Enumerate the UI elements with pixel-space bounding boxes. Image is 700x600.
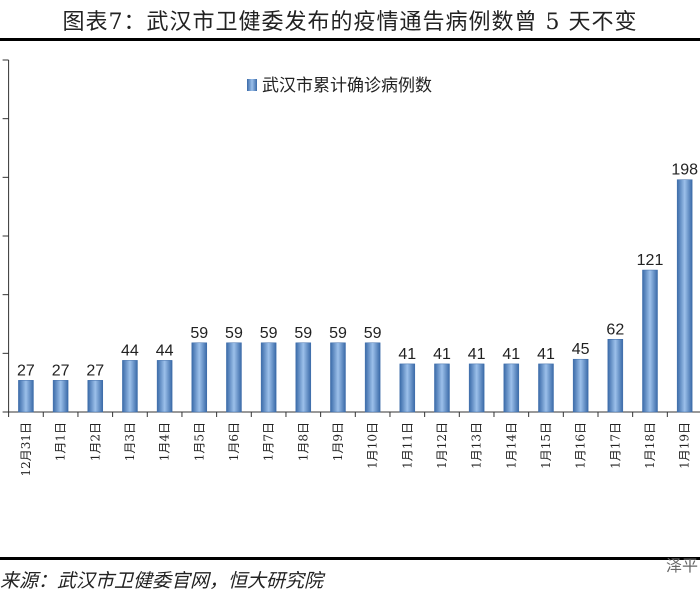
x-tick-label: 1月16日 [574,422,588,469]
data-label: 44 [156,342,174,359]
x-tick-label: 1月7日 [262,422,276,461]
x-tick-label: 12月31日 [19,422,33,477]
x-tick-label: 1月3日 [123,422,137,461]
x-tick-label: 1月17日 [608,422,622,469]
bar [87,380,104,413]
data-label: 27 [17,362,35,379]
bar [607,339,624,413]
data-label: 41 [537,346,555,363]
bar [538,363,554,413]
bar [191,342,208,413]
x-tick-label: 1月14日 [504,422,518,469]
bar [260,342,277,413]
bar-chart: 武汉市累计确诊病例数 27 27 27 44 44 59 59 59 59 59 59 41 41 41 4… [2,59,700,477]
figure-title: 图表7：武汉市卫健委发布的疫情通告病例数曾 5 天不变 [62,10,638,35]
data-label: 59 [329,325,347,342]
x-tick-label: 1月12日 [435,422,449,469]
x-tick-label: 1月15日 [539,422,553,469]
x-tick-label: 1月18日 [643,422,657,469]
bar [122,360,138,413]
bar [642,269,658,413]
data-label: 44 [121,342,139,359]
x-tick-label: 1月10日 [366,422,380,469]
bar [226,342,242,413]
legend-label: 武汉市累计确诊病例数 [262,76,432,96]
watermark: 泽平 [665,556,698,575]
legend: 武汉市累计确诊病例数 [247,76,432,96]
data-label: 41 [468,346,486,363]
x-tick-label: 1月8日 [296,422,310,461]
bar [18,380,34,413]
top-rule [0,38,700,41]
data-label: 121 [637,252,664,269]
x-tick-label: 1月4日 [158,422,172,461]
x-tick-label: 1月6日 [227,422,241,461]
x-tick-label: 1月2日 [88,422,102,461]
data-label: 41 [502,346,520,363]
data-label: 41 [398,346,416,363]
data-label: 27 [86,362,104,379]
legend-swatch [247,79,257,91]
bar [330,342,346,413]
data-label: 62 [606,321,624,338]
bar [399,363,416,413]
bar [503,363,520,413]
bar [364,342,381,413]
data-label: 59 [225,325,243,342]
bar [156,360,173,413]
bar [676,179,693,413]
bottom-rule [0,557,700,560]
x-tick-label: 1月9日 [331,422,345,461]
bar [295,342,312,413]
data-label: 41 [433,346,451,363]
x-tick-label: 1月5日 [192,422,206,461]
x-tick-label: 1月13日 [470,422,484,469]
x-tick-label: 1月19日 [678,422,692,469]
data-label: 27 [52,362,70,379]
data-label: 59 [364,325,382,342]
bar [52,380,69,413]
bar [468,363,485,413]
x-tick-label: 1月11日 [400,422,414,469]
data-label: 198 [671,162,698,179]
x-tick-label: 1月1日 [54,422,68,461]
data-label: 45 [572,341,590,358]
bar [434,363,450,413]
data-label: 59 [294,325,312,342]
data-label: 59 [190,325,208,342]
bar [572,358,589,413]
source-note: 来源：武汉市卫健委官网，恒大研究院 [0,570,324,592]
data-label: 59 [260,325,278,342]
